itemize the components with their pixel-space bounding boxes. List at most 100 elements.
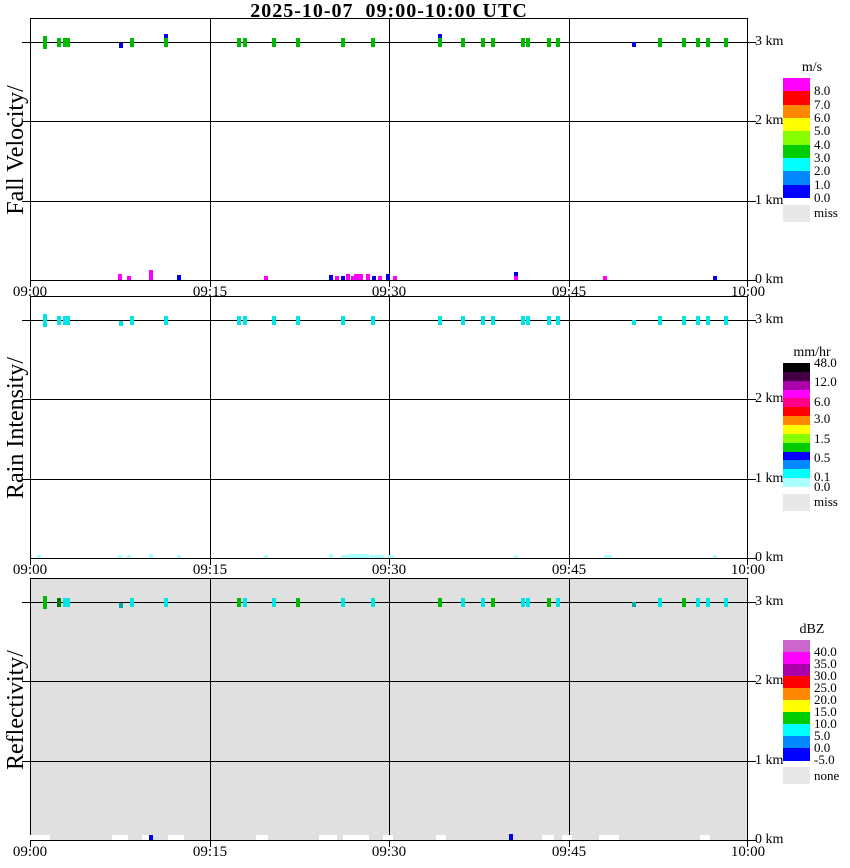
height-label-3km: 3 km [755, 34, 784, 49]
echo-mark [57, 38, 61, 47]
legend-color-cell [783, 171, 810, 186]
echo-mark [658, 316, 662, 325]
echo-mark [547, 598, 551, 607]
height-label-2km: 2 km [755, 391, 784, 407]
echo-mark [43, 36, 47, 49]
echo-mark [371, 598, 375, 607]
left-tick-3km [22, 320, 30, 321]
echo-mark [371, 316, 375, 325]
bottom-tick-60min [747, 281, 748, 287]
echo-mark [521, 598, 525, 607]
echo-mark [436, 835, 446, 840]
legend-value-label: 1.0 [814, 176, 831, 192]
echo-mark [149, 554, 153, 558]
height-label-2km: 2 km [755, 113, 784, 129]
bottom-tick-15min [210, 281, 211, 287]
legend-color-cell [783, 389, 810, 399]
right-tick-3km [748, 42, 756, 43]
legend-value-label: 5.0 [814, 728, 831, 743]
echo-mark [383, 835, 393, 840]
echo-mark [354, 274, 363, 280]
vgrid-15min [210, 579, 211, 840]
legend-color-cell [783, 442, 810, 453]
vgrid-15min [210, 297, 211, 558]
echo-mark [461, 38, 465, 47]
echo-mark [177, 275, 181, 280]
bottom-tick-60min [747, 841, 748, 847]
legend-color-cell [783, 117, 810, 132]
legend-value-label: 7.0 [814, 96, 831, 112]
legend-value-label: 15.0 [814, 704, 837, 719]
legend-value-label: 10.0 [814, 716, 837, 731]
right-tick-3km [748, 602, 756, 603]
left-tick-2km [22, 399, 30, 401]
echo-mark [547, 38, 551, 47]
echo-mark [119, 603, 123, 608]
echo-mark [341, 316, 345, 325]
legend-value-label: 0.0 [814, 740, 831, 755]
vgrid-30min [389, 297, 390, 558]
echo-mark [119, 43, 123, 48]
echo-mark [329, 554, 333, 558]
echo-mark [521, 38, 525, 47]
vgrid-45min [569, 19, 570, 280]
right-tick-0km [748, 280, 756, 281]
echo-mark [713, 276, 717, 280]
left-tick-3km [22, 42, 30, 43]
echo-mark [237, 38, 241, 47]
echo-mark [388, 555, 394, 558]
time-label-0915: 09:15 [192, 562, 228, 578]
left-tick-2km [22, 681, 30, 683]
legend-value-label: 2.0 [814, 163, 831, 179]
legend-value-label: 0.0 [814, 478, 831, 494]
echo-mark [164, 38, 168, 47]
echo-mark [341, 276, 345, 280]
echo-mark [237, 598, 241, 607]
echo-mark [130, 316, 134, 325]
time-label-0945: 09:45 [551, 844, 587, 860]
echo-mark [63, 316, 70, 325]
legend-value-label: 35.0 [814, 656, 837, 671]
echo-mark [438, 598, 442, 607]
echo-mark [514, 272, 518, 276]
echo-mark [264, 555, 268, 558]
echo-mark [237, 316, 241, 325]
echo-mark [164, 598, 168, 607]
echo-mark [329, 275, 333, 280]
legend-color-cell [783, 78, 810, 92]
legend-color-cell [783, 363, 810, 373]
echo-mark [542, 835, 554, 840]
echo-mark [118, 274, 122, 280]
echo-mark [386, 274, 390, 280]
right-tick-1km [748, 760, 756, 762]
time-label-0900: 09:00 [12, 562, 48, 578]
height-label-0km: 0 km [755, 550, 784, 565]
echo-mark [272, 598, 276, 607]
bottom-tick-15min [210, 559, 211, 565]
time-label-0930: 09:30 [371, 562, 407, 578]
height-label-1km: 1 km [755, 192, 784, 208]
panel-ylabel-3: Reflectivity/ [3, 649, 29, 770]
echo-mark [724, 38, 728, 47]
echo-mark [632, 602, 636, 607]
legend-value-label: 1.5 [814, 430, 831, 446]
legend-color-cell [783, 469, 810, 479]
legend-color-cell [783, 664, 810, 677]
height-label-3km: 3 km [755, 594, 784, 609]
echo-mark [696, 38, 700, 47]
legend-color-cell [783, 640, 810, 653]
legend-color-cell [783, 144, 810, 159]
echo-mark [119, 321, 123, 326]
legend-color-cell [783, 451, 810, 461]
bottom-tick-45min [569, 841, 570, 847]
legend-color-cell [783, 478, 810, 488]
echo-mark [393, 276, 397, 280]
echo-mark [556, 598, 560, 607]
echo-mark [347, 554, 369, 558]
echo-mark [168, 835, 184, 840]
right-tick-2km [748, 681, 756, 683]
echo-mark [149, 835, 153, 840]
height-label-0km: 0 km [755, 832, 784, 847]
legend-color-cell [783, 380, 810, 391]
time-label-0930: 09:30 [371, 844, 407, 860]
